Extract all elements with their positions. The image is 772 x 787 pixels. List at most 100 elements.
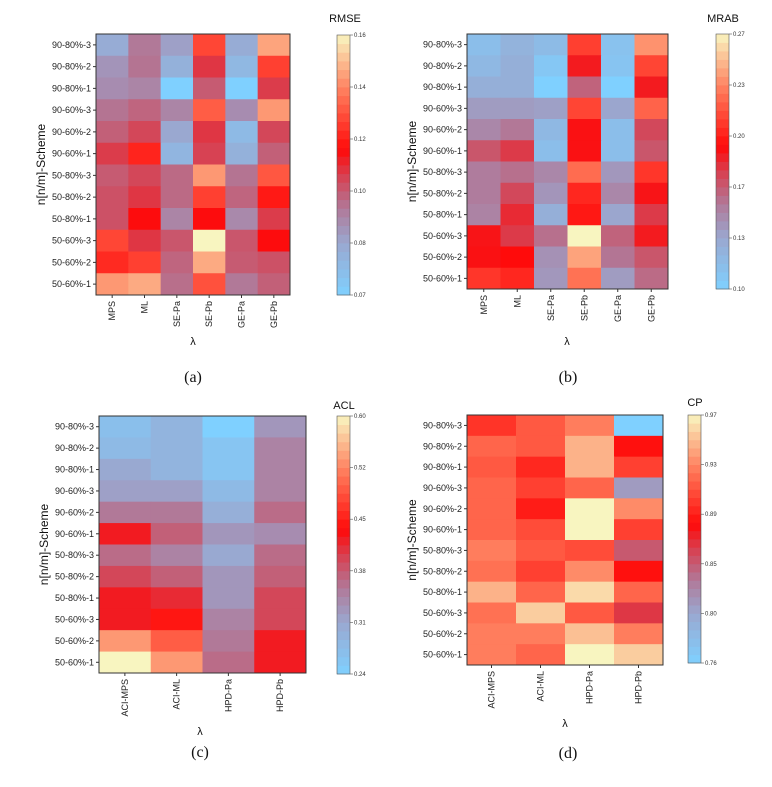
heatmap-cell bbox=[225, 229, 259, 252]
x-tick-label: HPD-Pa bbox=[223, 679, 233, 712]
heatmap-cell bbox=[150, 651, 203, 674]
heatmap-cell bbox=[128, 99, 162, 122]
y-tick-label: 90-60%-1 bbox=[55, 529, 94, 539]
heatmap-cell bbox=[160, 55, 194, 78]
y-axis-title: n[n/m]-Scheme bbox=[37, 503, 51, 585]
colorbar-frame bbox=[336, 34, 351, 296]
heatmap-cell bbox=[601, 140, 635, 162]
heatmap-cell bbox=[467, 581, 517, 603]
y-tick-label: 50-60%-3 bbox=[55, 614, 94, 624]
colorbar-band bbox=[716, 59, 729, 69]
colorbar-band bbox=[716, 255, 729, 264]
heatmap-cell bbox=[567, 55, 602, 77]
heatmap-cell bbox=[500, 267, 535, 290]
heatmap-cell bbox=[193, 121, 226, 144]
y-tick-label: 90-80%-1 bbox=[52, 83, 91, 93]
y-tick-label: 50-80%-2 bbox=[52, 192, 91, 202]
colorbar-tick-label: 0.31 bbox=[354, 620, 366, 626]
heatmap-cell bbox=[614, 477, 664, 499]
colorbar-band bbox=[716, 136, 729, 145]
y-tick-label: 50-80%-1 bbox=[55, 593, 94, 603]
heatmap-cell bbox=[254, 565, 307, 588]
colorbar-band bbox=[716, 153, 729, 162]
heatmap-cell bbox=[500, 34, 535, 56]
heatmap-cell bbox=[565, 519, 615, 541]
heatmap-cell bbox=[601, 225, 635, 247]
heatmap-cell bbox=[634, 97, 669, 120]
heatmap-cell bbox=[467, 644, 517, 666]
x-tick-label: ACI-ML bbox=[536, 671, 546, 702]
colorbar-band bbox=[337, 156, 350, 166]
heatmap-cell bbox=[96, 55, 129, 78]
colorbar-band bbox=[337, 147, 350, 157]
colorbar-band bbox=[337, 286, 350, 296]
colorbar-band bbox=[337, 61, 350, 71]
heatmap-cell bbox=[500, 55, 535, 77]
heatmap-cell bbox=[500, 161, 535, 184]
heatmap-cell bbox=[534, 55, 568, 77]
colorbar-band bbox=[337, 277, 350, 287]
heatmap-cell bbox=[193, 99, 226, 122]
heatmap-cell bbox=[257, 77, 291, 100]
heatmap-panel-rmse: 90-80%-3 90-80%-2 90-80%-1 90-60%-3 90-60%-2… bbox=[34, 13, 366, 386]
y-tick-label: 90-60%-3 bbox=[55, 486, 94, 496]
heatmap-cell bbox=[160, 208, 194, 231]
heatmap-cell bbox=[634, 34, 669, 56]
heatmap-cell bbox=[193, 142, 226, 165]
heatmap-cell bbox=[96, 251, 129, 274]
heatmap-cell bbox=[467, 225, 501, 247]
heatmap-cell bbox=[534, 225, 568, 247]
y-tick-label: 50-60%-2 bbox=[423, 252, 462, 262]
heatmap-cell bbox=[254, 480, 307, 503]
colorbar-band bbox=[716, 110, 729, 120]
heatmap-cell bbox=[160, 99, 194, 122]
colorbar-tick-label: 0.23 bbox=[733, 83, 745, 89]
colorbar-band bbox=[337, 191, 350, 201]
heatmap-cell bbox=[150, 480, 203, 503]
heatmap-cell bbox=[614, 415, 664, 437]
heatmap-cell bbox=[614, 644, 664, 666]
x-tick-label: MPS bbox=[107, 301, 117, 321]
y-tick-label: 50-80%-2 bbox=[55, 572, 94, 582]
y-tick-label: 90-80%-2 bbox=[55, 443, 94, 453]
heatmap-cell bbox=[254, 437, 307, 460]
heatmap-cell bbox=[225, 99, 259, 122]
colorbar-band bbox=[716, 76, 729, 86]
heatmap-cell bbox=[150, 630, 203, 653]
colorbar-band bbox=[688, 572, 701, 581]
heatmap-cell bbox=[467, 477, 517, 499]
x-tick-label: GE-Pb bbox=[269, 301, 279, 328]
heatmap-cell bbox=[614, 623, 664, 645]
colorbar-band bbox=[337, 510, 350, 520]
heatmap-cell bbox=[601, 119, 635, 141]
heatmap-cell bbox=[467, 519, 517, 541]
x-tick-label: HPD-Pb bbox=[275, 679, 285, 712]
colorbar-band bbox=[716, 272, 729, 281]
y-axis-title: n[n/m]-Scheme bbox=[405, 499, 419, 581]
heatmap-cell bbox=[500, 140, 535, 162]
heatmap-cell bbox=[225, 34, 259, 57]
heatmap-cell bbox=[254, 651, 307, 674]
heatmap-cell bbox=[534, 204, 568, 226]
heatmap-cell bbox=[254, 416, 307, 438]
colorbar-tick-label: 0.89 bbox=[705, 512, 717, 518]
colorbar-band bbox=[337, 493, 350, 503]
y-tick-label: 90-60%-1 bbox=[423, 525, 462, 535]
heatmap-cell bbox=[128, 251, 162, 274]
heatmap-cell bbox=[202, 480, 255, 503]
x-tick-label: SE-Pb bbox=[579, 295, 589, 321]
heatmap-cell bbox=[150, 544, 203, 567]
heatmap-cell bbox=[634, 246, 669, 269]
heatmap-cell bbox=[534, 246, 568, 269]
y-tick-label: 50-60%-1 bbox=[52, 279, 91, 289]
colorbar-title: CP bbox=[687, 397, 702, 409]
colorbar-band bbox=[337, 613, 350, 623]
colorbar-frame bbox=[715, 33, 730, 290]
colorbar-band bbox=[688, 613, 701, 623]
y-tick-label: 50-60%-3 bbox=[423, 231, 462, 241]
heatmap-cell bbox=[150, 608, 203, 631]
y-tick-label: 90-60%-1 bbox=[52, 149, 91, 159]
x-axis-title: λ bbox=[197, 726, 203, 738]
colorbar-band bbox=[688, 563, 701, 573]
colorbar-band bbox=[716, 119, 729, 128]
